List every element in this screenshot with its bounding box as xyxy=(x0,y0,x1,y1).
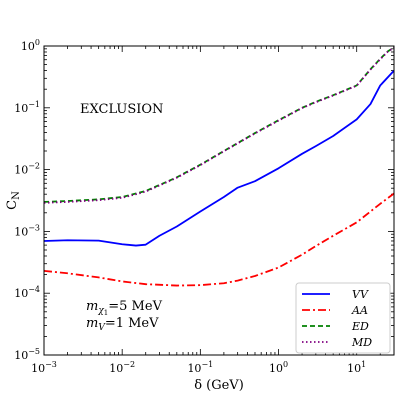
y-tick-label: 10−2 xyxy=(14,162,40,177)
legend-label-aa: AA xyxy=(351,304,368,317)
y-axis-label: CN xyxy=(5,191,22,210)
legend-box xyxy=(295,282,391,354)
mv-annotation: mV=1 MeV xyxy=(86,316,159,333)
y-tick-label: 10−5 xyxy=(14,347,40,362)
x-tick-label: 10−1 xyxy=(187,360,213,375)
series-line-ed xyxy=(43,46,395,203)
series-lines xyxy=(43,46,395,287)
tick-labels: 10−3 10−2 10−1 100 101 10−5 10−4 10−3 10−2 10−1 10… xyxy=(14,38,366,375)
y-tick-label: 10−4 xyxy=(14,285,40,300)
series-line-aa xyxy=(43,192,395,287)
legend-label-vv: VV xyxy=(352,288,369,301)
x-tick-label: 10−3 xyxy=(31,360,57,375)
x-axis-label: δ (GeV) xyxy=(194,378,244,393)
series-line-vv xyxy=(43,69,395,247)
mchi-annotation: mχ1=5 MeV xyxy=(86,299,163,317)
y-tick-label: 100 xyxy=(21,38,40,53)
y-tick-label: 10−1 xyxy=(14,100,40,115)
plot-frame xyxy=(43,45,395,356)
series-line-md xyxy=(43,46,395,204)
exclusion-annotation: EXCLUSION xyxy=(80,102,163,117)
x-tick-label: 10−2 xyxy=(109,360,135,375)
legend: VV AA ED MD xyxy=(295,282,391,354)
x-tick-label: 100 xyxy=(269,360,288,375)
legend-label-ed: ED xyxy=(351,320,369,333)
legend-label-md: MD xyxy=(351,336,372,349)
y-tick-label: 10−3 xyxy=(14,223,40,238)
x-tick-label: 101 xyxy=(347,360,366,375)
